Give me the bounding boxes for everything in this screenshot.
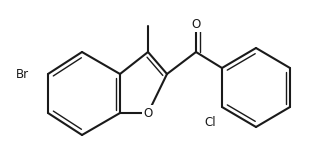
Text: O: O: [191, 18, 201, 30]
Text: Br: Br: [15, 67, 29, 81]
Text: Cl: Cl: [204, 116, 216, 128]
Text: O: O: [143, 107, 152, 120]
